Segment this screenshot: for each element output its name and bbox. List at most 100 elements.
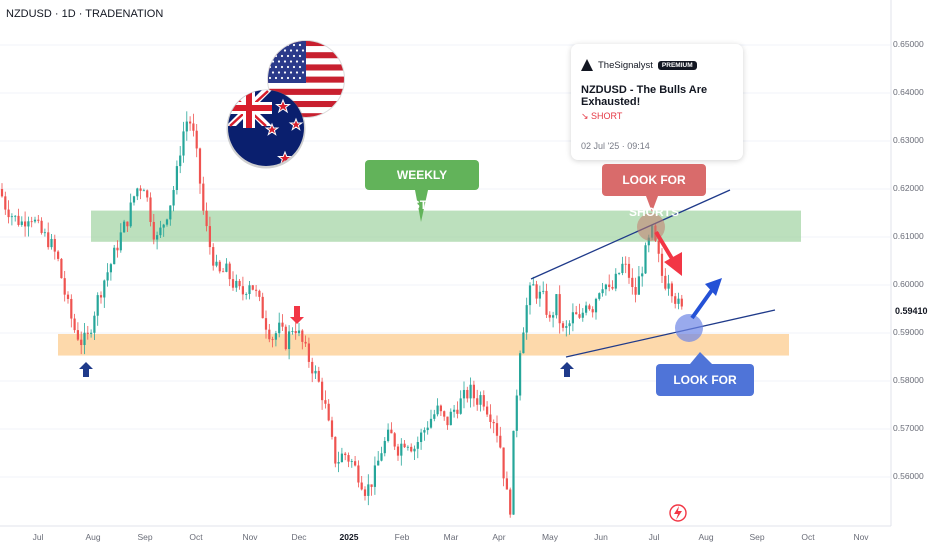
candle-body [202,183,205,211]
candle-body [73,318,76,331]
candle-body [410,446,413,452]
candle-body [228,263,231,280]
candle-body [634,287,637,295]
candle-body [142,190,145,192]
candle-body [304,341,307,344]
candle-body [674,296,677,304]
current-price-label: 0.59410 [895,306,928,316]
candle-body [146,190,149,198]
candle-body [179,155,182,167]
candle-body [337,462,340,464]
candle-body [502,447,505,479]
candle-body [33,219,37,222]
support-zone[interactable] [58,333,789,356]
candle-body [594,298,598,313]
candle-body [522,332,525,354]
candle-body [660,253,664,276]
candle-body [113,247,116,265]
shorts-callout-tail [646,196,658,212]
candle-body [515,395,518,431]
author-name[interactable]: TheSignalyst [598,59,653,71]
candle-body [159,227,162,236]
candle-body [14,215,17,217]
candles [0,111,683,518]
candle-body [129,202,132,227]
candle-body [535,284,538,299]
candle-body [344,453,347,456]
down-marker-dec [290,306,304,324]
candle-body [274,333,277,340]
candle-body [618,273,621,274]
candle-body [103,280,106,298]
candle-body [396,446,400,456]
candle-body [47,232,50,248]
candle-body [499,435,502,448]
candle-body [291,331,294,332]
candle-body [225,263,228,272]
candle-body [132,196,136,203]
candle-body [281,322,284,327]
candle-body [598,293,601,299]
candle-body [301,330,304,342]
longs-callout-tail [690,352,712,364]
lower-trendline[interactable] [565,309,776,358]
candle-body [449,411,452,426]
candle-body [568,323,571,327]
candle-body [37,219,40,221]
candle-body [637,276,640,295]
candle-body [390,429,393,434]
candle-body [119,232,122,251]
long-zone-circle[interactable] [675,314,703,342]
candle-body [588,305,591,310]
price-tick-label: 0.59000 [893,327,924,337]
candle-body [644,245,647,274]
candle-body [555,294,558,316]
time-tick-label: Jul [648,532,660,542]
candle-body [387,429,390,441]
candle-body [492,421,495,424]
candle-body [532,284,535,286]
time-tick-label: Nov [853,532,869,542]
time-tick-label: Nov [242,532,258,542]
candle-body [66,294,70,299]
candle-body [172,190,175,206]
time-tick-label: Aug [698,532,714,542]
candle-body [367,484,370,496]
candle-body [657,240,660,254]
candle-body [680,298,683,307]
candle-body [433,414,436,419]
candle-body [208,226,211,248]
candle-body [231,279,235,288]
time-tick-label: Feb [394,532,410,542]
time-tick-label: Oct [801,532,815,542]
candle-body [525,305,528,333]
idea-card[interactable]: TheSignalyst PREMIUM NZDUSD - The Bulls … [571,44,743,160]
candle-body [24,221,27,227]
candle-body [578,314,581,318]
candle-body [624,263,627,265]
candle-body [288,331,291,350]
price-tick-label: 0.65000 [893,39,924,49]
time-tick-label: Sep [137,532,153,542]
candle-body [611,286,614,289]
price-tick-label: 0.62000 [893,183,924,193]
candle-body [604,284,607,290]
candle-body [297,330,301,334]
candle-body [459,398,462,414]
candle-body [271,339,274,341]
candle-body [175,166,178,191]
candle-body [406,446,409,448]
candle-body [621,263,624,274]
candle-body [149,197,152,222]
candle-body [631,277,634,288]
candle-body [647,237,650,246]
idea-title[interactable]: NZDUSD - The Bulls Are Exhausted! [581,84,708,108]
candle-body [357,465,360,483]
upper-trendline[interactable] [530,189,731,280]
candle-body [0,189,4,197]
candle-body [370,484,373,487]
candle-body [489,414,492,422]
candle-body [264,318,268,330]
candle-body [4,196,7,210]
